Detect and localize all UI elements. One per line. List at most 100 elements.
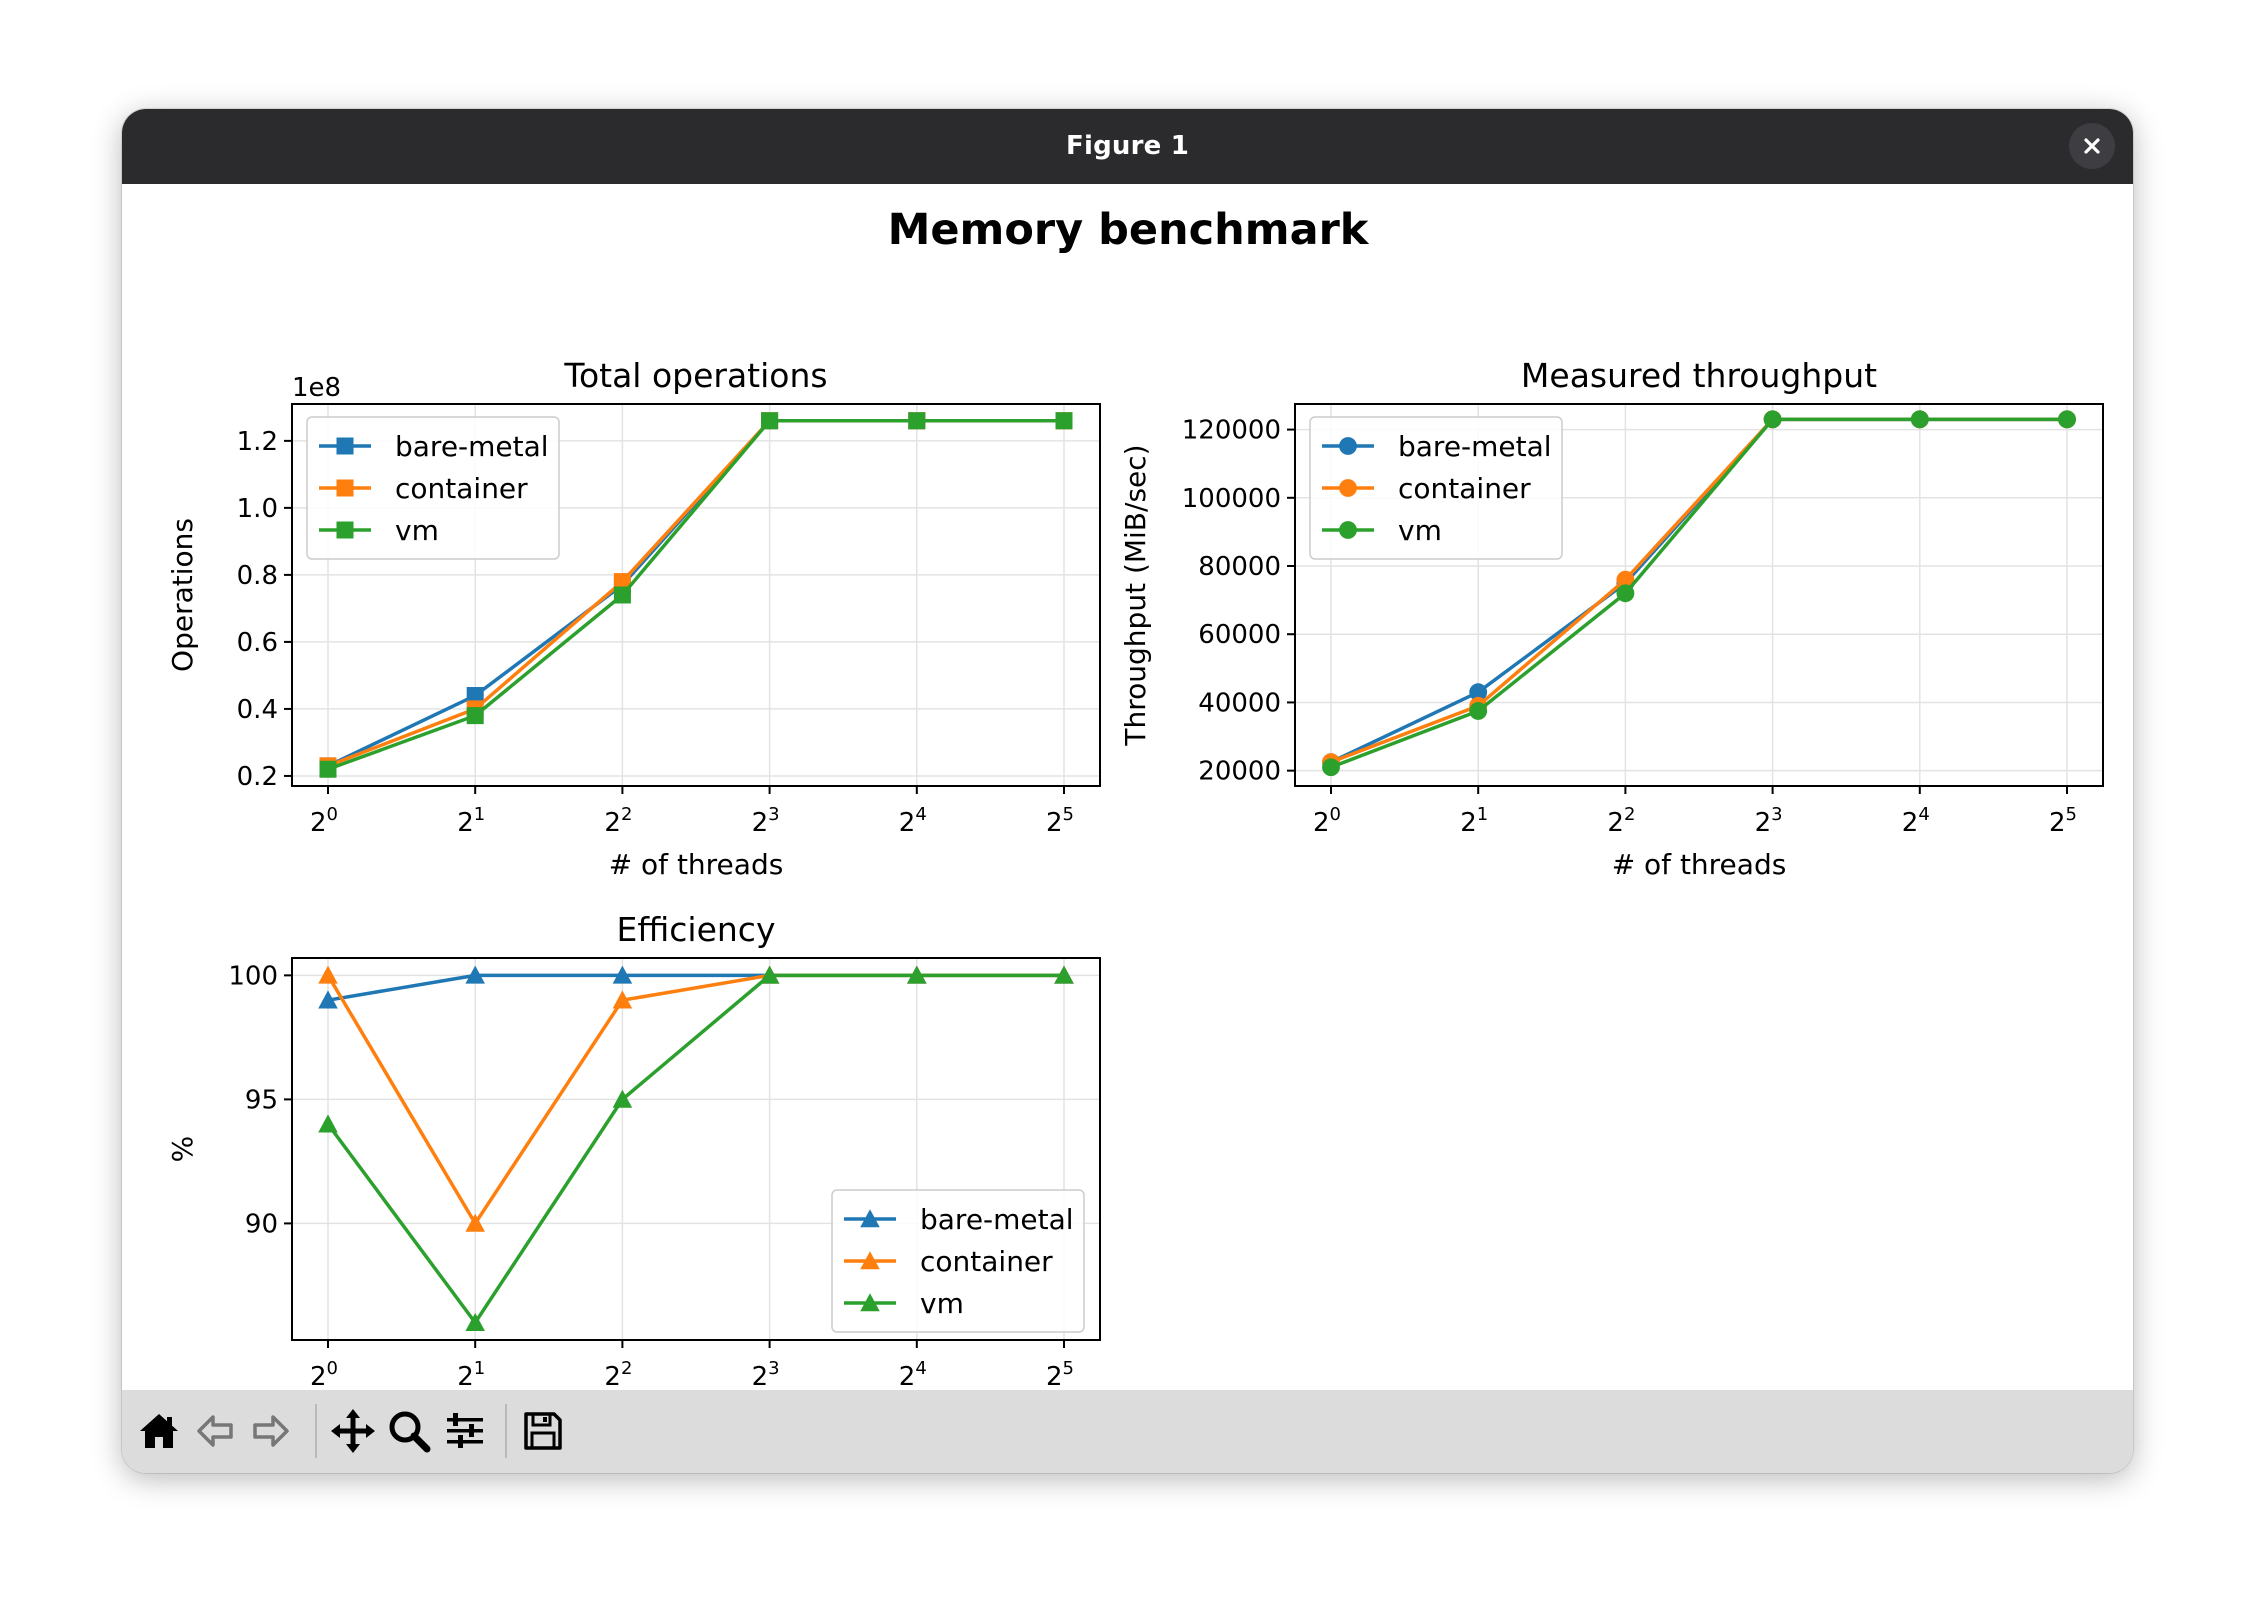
legend-marker-vm bbox=[336, 521, 354, 539]
legend-label: container bbox=[920, 1245, 1053, 1278]
legend-label: vm bbox=[920, 1287, 964, 1320]
x-tick-label: 24 bbox=[899, 1358, 927, 1390]
legend-marker-vm bbox=[860, 1293, 880, 1312]
back-button[interactable] bbox=[188, 1404, 242, 1458]
legend-label: vm bbox=[395, 514, 439, 547]
legend-label: container bbox=[1398, 472, 1531, 505]
forward-button[interactable] bbox=[244, 1404, 298, 1458]
y-tick-label: 0.6 bbox=[237, 628, 278, 658]
x-tick-label: 24 bbox=[1902, 804, 1930, 838]
pan-move-icon bbox=[331, 1409, 375, 1453]
toolbar-separator bbox=[505, 1404, 507, 1458]
legend-label: bare-metal bbox=[395, 430, 549, 463]
series-line-vm bbox=[326, 973, 1064, 1325]
data-point-container bbox=[318, 965, 338, 984]
data-point-container bbox=[1616, 570, 1635, 589]
x-tick-label: 20 bbox=[310, 1358, 338, 1390]
series-line-vm bbox=[1330, 417, 2067, 769]
chart-title: Efficiency bbox=[617, 910, 776, 949]
x-tick-label: 23 bbox=[752, 1358, 780, 1390]
legend-marker-bare-metal bbox=[860, 1209, 880, 1228]
navigation-toolbar bbox=[122, 1390, 2133, 1473]
data-point-vm bbox=[1910, 410, 1929, 429]
y-tick-label: 40000 bbox=[1198, 688, 1281, 718]
window-title: Figure 1 bbox=[1066, 131, 1189, 161]
x-tick-label: 25 bbox=[1046, 1358, 1074, 1390]
data-point-container bbox=[613, 573, 631, 591]
legend-marker-container bbox=[1339, 479, 1357, 497]
configure-subplots-icon bbox=[447, 1413, 483, 1448]
data-point-vm bbox=[613, 586, 631, 604]
axis-offset-label: 1e8 bbox=[292, 373, 341, 403]
x-tick-label: 22 bbox=[604, 804, 632, 838]
y-tick-label: 80000 bbox=[1198, 552, 1281, 582]
series-line-vm bbox=[327, 419, 1064, 771]
data-point-vm bbox=[761, 412, 779, 430]
data-point-vm bbox=[319, 760, 337, 778]
toolbar-separator bbox=[315, 1404, 317, 1458]
data-point-vm bbox=[318, 1114, 338, 1133]
legend: bare-metal container vm bbox=[1309, 416, 1563, 560]
legend-label: bare-metal bbox=[920, 1203, 1074, 1236]
x-tick-label: 21 bbox=[457, 804, 485, 838]
axes-frame bbox=[291, 957, 1101, 1341]
legend-box bbox=[306, 416, 560, 560]
legend-box bbox=[1309, 416, 1563, 560]
legend-label: container bbox=[395, 472, 528, 505]
figure-window: Figure 1 Memory benchmark 20 21 22 23 24 25 0.… bbox=[122, 109, 2133, 1473]
axes-frame bbox=[291, 403, 1101, 787]
back-arrow-icon bbox=[197, 1415, 233, 1447]
x-tick-label: 25 bbox=[2049, 804, 2077, 838]
figure-canvas[interactable]: Memory benchmark 20 21 22 23 24 25 0.2 0.4 0.6 0.… bbox=[122, 184, 2133, 1473]
zoom-magnifier-icon bbox=[389, 1411, 431, 1453]
data-point-vm bbox=[1054, 965, 1074, 984]
zoom-button[interactable] bbox=[382, 1404, 436, 1458]
save-button[interactable] bbox=[516, 1404, 570, 1458]
data-point-vm bbox=[907, 965, 927, 984]
home-button[interactable] bbox=[132, 1404, 186, 1458]
y-tick-label: 100000 bbox=[1182, 484, 1281, 514]
data-point-vm bbox=[465, 1312, 485, 1331]
window-titlebar[interactable]: Figure 1 bbox=[122, 109, 2133, 184]
legend-marker-container bbox=[860, 1251, 880, 1270]
x-tick-label: 25 bbox=[1046, 804, 1074, 838]
y-tick-label: 20000 bbox=[1198, 757, 1281, 787]
y-tick-label: 100 bbox=[228, 961, 278, 991]
x-tick-label: 22 bbox=[604, 1358, 632, 1390]
y-tick-label: 0.2 bbox=[237, 762, 278, 792]
legend-marker-container bbox=[336, 479, 354, 497]
x-tick-label: 21 bbox=[1460, 804, 1488, 838]
figure-suptitle: Memory benchmark bbox=[888, 205, 1370, 255]
axes-frame bbox=[1294, 403, 2104, 787]
data-point-vm bbox=[612, 1089, 633, 1108]
legend: bare-metal container vm bbox=[306, 416, 560, 560]
data-point-container bbox=[465, 1213, 485, 1232]
legend-box bbox=[831, 1189, 1085, 1333]
y-tick-label: 0.8 bbox=[237, 561, 278, 591]
close-icon bbox=[2084, 138, 2100, 154]
data-point-bare-metal bbox=[465, 965, 485, 984]
x-tick-label: 20 bbox=[310, 804, 338, 838]
data-point-vm bbox=[1055, 412, 1073, 430]
data-point-vm bbox=[1469, 702, 1488, 720]
y-tick-label: 1.0 bbox=[237, 494, 278, 524]
pan-button[interactable] bbox=[326, 1404, 380, 1458]
data-point-vm bbox=[908, 412, 926, 430]
x-tick-label: 23 bbox=[1755, 804, 1783, 838]
legend-marker-bare-metal bbox=[336, 437, 354, 455]
forward-arrow-icon bbox=[253, 1415, 289, 1447]
data-point-vm bbox=[2058, 410, 2076, 429]
data-point-vm bbox=[759, 965, 780, 984]
legend-marker-bare-metal bbox=[1339, 437, 1357, 455]
data-point-vm bbox=[1616, 584, 1635, 603]
save-floppy-icon bbox=[524, 1412, 562, 1450]
legend-label: bare-metal bbox=[1398, 430, 1552, 463]
close-button[interactable] bbox=[2069, 123, 2115, 169]
x-axis-label: # of threads bbox=[1612, 848, 1787, 881]
legend-label: vm bbox=[1398, 514, 1442, 547]
configure-subplots-button[interactable] bbox=[438, 1404, 492, 1458]
y-tick-label: 0.4 bbox=[237, 695, 278, 725]
x-tick-label: 21 bbox=[457, 1358, 485, 1390]
y-tick-label: 90 bbox=[245, 1209, 278, 1239]
y-tick-label: 1.2 bbox=[237, 427, 278, 457]
